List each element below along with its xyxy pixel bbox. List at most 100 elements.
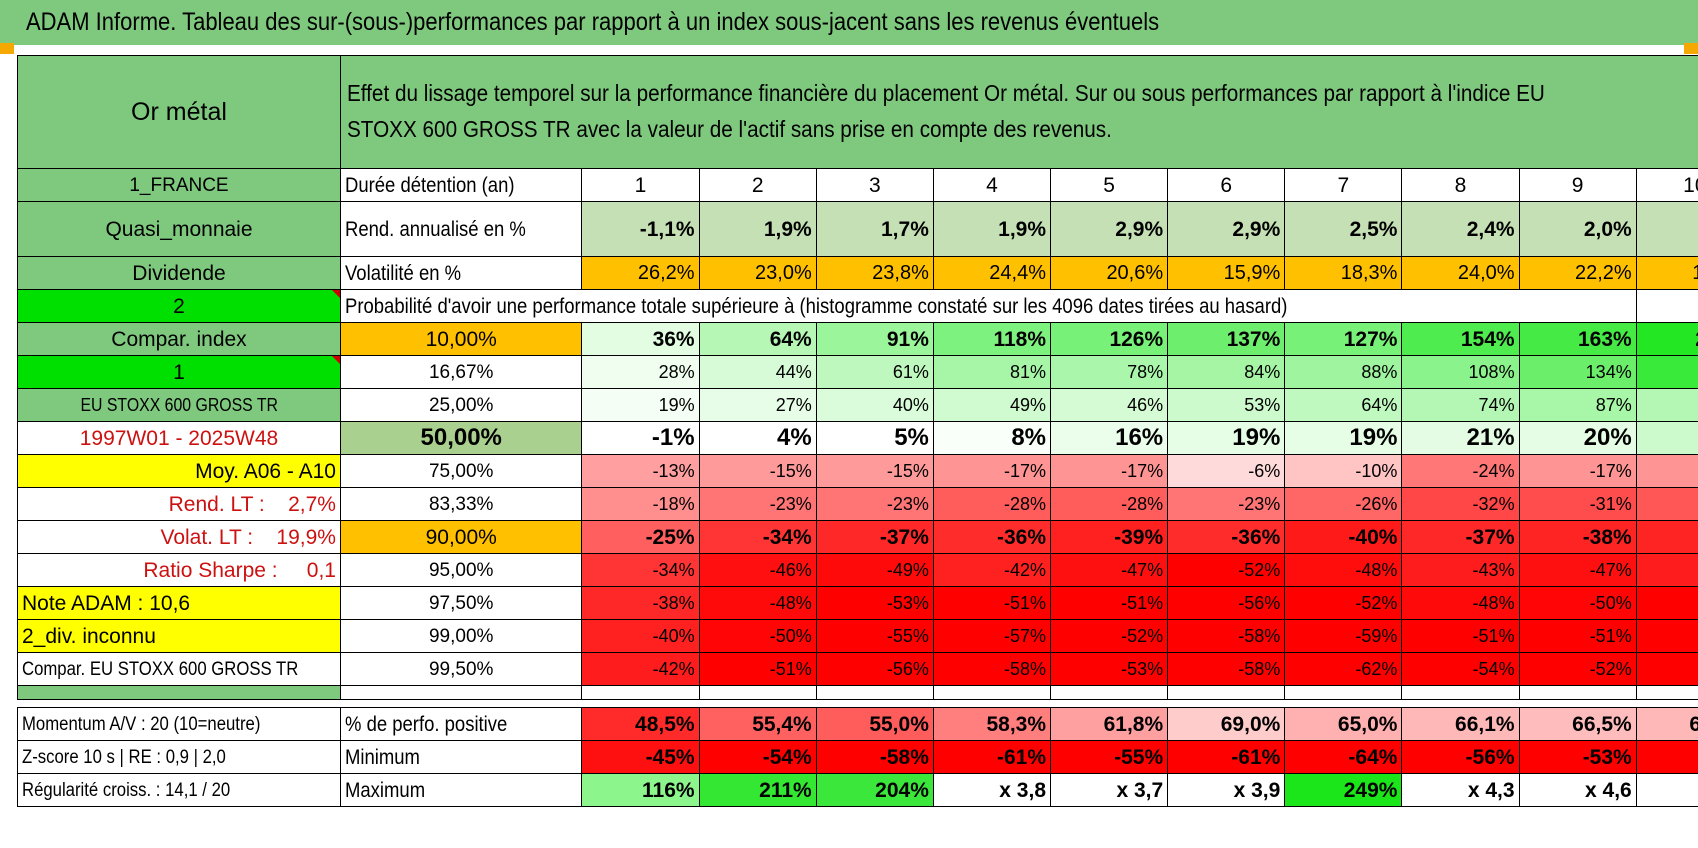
gap-cell xyxy=(339,685,583,700)
rend-cell: 1,9% xyxy=(932,201,1052,257)
prob-cell: -34% xyxy=(581,553,700,587)
year-header: 6 xyxy=(1167,168,1286,202)
asset-name: Or métal xyxy=(17,55,341,169)
prob-cell: -48% xyxy=(698,586,817,620)
prob-cell: 169% xyxy=(1635,355,1698,389)
rend-label: Rend. annualisé en % xyxy=(339,201,583,257)
pct_pos-cell: 48,5% xyxy=(581,707,700,741)
gap-row xyxy=(17,685,1698,700)
maximum-cell: x 3,9 xyxy=(1167,773,1286,807)
prob-row: Rend. LT : 2,7% 83,33% -18% -23% -23% -28% -28… xyxy=(17,487,1698,521)
pct_pos-cell: 66,1% xyxy=(1401,707,1520,741)
minimum-cell: -56% xyxy=(1401,740,1520,774)
prob-cell: -37% xyxy=(1401,520,1520,554)
prob-cell: 40% xyxy=(815,388,934,422)
prob-cell: 64% xyxy=(698,322,817,356)
prob-cell: -17% xyxy=(1635,454,1698,488)
period-label: 1997W01 - 2025W48 xyxy=(17,421,341,455)
prob-cell: 154% xyxy=(1401,322,1520,356)
pct_pos-cell: 55,4% xyxy=(698,707,817,741)
prob-cell: 204% xyxy=(1635,322,1698,356)
duree-label: Durée détention (an) xyxy=(339,168,583,202)
prob-cell: 91% xyxy=(815,322,934,356)
prob-cell: -58% xyxy=(1167,619,1286,653)
volat-cell: 23,0% xyxy=(698,256,817,290)
quantile-label: 97,50% xyxy=(339,586,583,620)
prob-cell: -38% xyxy=(581,586,700,620)
prob-cell: 134% xyxy=(1518,355,1637,389)
quantile-label: 90,00% xyxy=(339,520,583,554)
volat-lt-label: Volat. LT : 19,9% xyxy=(17,520,341,554)
prob-cell: 42% xyxy=(1635,421,1698,455)
quantile-label: 16,67% xyxy=(339,355,583,389)
title-bar xyxy=(0,0,1698,45)
quantile-label: 99,50% xyxy=(339,652,583,686)
prob-cell: 28% xyxy=(581,355,700,389)
prob-cell: -48% xyxy=(1401,586,1520,620)
prob-cell: -29% xyxy=(1635,487,1698,521)
prob-cell: 118% xyxy=(932,322,1052,356)
prob-cell: -17% xyxy=(1518,454,1637,488)
prob-cell: -10% xyxy=(1284,454,1403,488)
country-label: 1_FRANCE xyxy=(17,168,341,202)
prob-cell: -6% xyxy=(1167,454,1286,488)
rend-cell: 2,4% xyxy=(1401,201,1520,257)
prob-cell: -28% xyxy=(932,487,1052,521)
rend-cell: 1,7% xyxy=(815,201,934,257)
maximum-cell: x 4,3 xyxy=(1401,773,1520,807)
setting-1[interactable]: 1 xyxy=(17,355,341,389)
quasi-label: Quasi_monnaie xyxy=(17,201,341,257)
prob-cell: -38% xyxy=(1518,520,1637,554)
maximum-cell: 116% xyxy=(581,773,700,807)
sharpe-label: Ratio Sharpe : 0,1 xyxy=(17,553,341,587)
prob-cell: -43% xyxy=(1401,553,1520,587)
prob-cell: -25% xyxy=(581,520,700,554)
year-header: 10 xyxy=(1635,168,1698,202)
rend-cell: 2,9% xyxy=(1050,201,1169,257)
prob-cell: 163% xyxy=(1518,322,1637,356)
setting-2[interactable]: 2 xyxy=(17,289,341,323)
year-header: 9 xyxy=(1518,168,1637,202)
year-header: 3 xyxy=(815,168,934,202)
quantile-label: 75,00% xyxy=(339,454,583,488)
prob-cell: -13% xyxy=(581,454,700,488)
prob-cell: 127% xyxy=(1284,322,1403,356)
maximum-cell: 204% xyxy=(815,773,934,807)
index-name: EU STOXX 600 GROSS TR xyxy=(17,388,341,422)
prob-cell: -15% xyxy=(815,454,934,488)
stat-row: Z-score 10 s | RE : 0,9 | 2,0 Minimum -45%… xyxy=(17,740,1698,774)
volat-cell: 23,8% xyxy=(815,256,934,290)
prob-cell: 49% xyxy=(932,388,1052,422)
volat-cell: 18,3% xyxy=(1284,256,1403,290)
prob-cell: 20% xyxy=(1518,421,1637,455)
prob-cell: -38% xyxy=(1635,520,1698,554)
gap-cell xyxy=(18,700,341,708)
gap-green xyxy=(17,685,341,700)
prob-row: 1997W01 - 2025W48 50,00% -1% 4% 5% 8% 16% 19% 19… xyxy=(17,421,1698,455)
year-header: 1 xyxy=(581,168,700,202)
stat-label: Maximum xyxy=(339,773,583,807)
volat-cell: 20,6% xyxy=(1050,256,1169,290)
quantile-label: 95,00% xyxy=(339,553,583,587)
prob-cell: -56% xyxy=(815,652,934,686)
minimum-cell: -53% xyxy=(1518,740,1637,774)
prob-cell: -46% xyxy=(698,553,817,587)
prob-cell: -54% xyxy=(1401,652,1520,686)
minimum-cell: -63% xyxy=(1635,740,1698,774)
quantile-label: 10,00% xyxy=(339,322,583,356)
prob-cell: -58% xyxy=(1635,652,1698,686)
prob-row: Note ADAM : 10,6 97,50% -38% -48% -53% -51% -5… xyxy=(17,586,1698,620)
prob-cell: 44% xyxy=(698,355,817,389)
prob-cell: 78% xyxy=(1050,355,1169,389)
prob-cell: -42% xyxy=(581,652,700,686)
rend-lt-label: Rend. LT : 2,7% xyxy=(17,487,341,521)
prob-cell: -53% xyxy=(815,586,934,620)
rend-cell: 2,9% xyxy=(1167,201,1286,257)
volat-cell: 22,2% xyxy=(1518,256,1637,290)
gap-cell xyxy=(933,700,1050,708)
prob-cell: -53% xyxy=(1635,586,1698,620)
prob-cell: 61% xyxy=(815,355,934,389)
prob-cell: -23% xyxy=(698,487,817,521)
prob-cell: -36% xyxy=(1167,520,1286,554)
gap-cell xyxy=(815,685,934,700)
